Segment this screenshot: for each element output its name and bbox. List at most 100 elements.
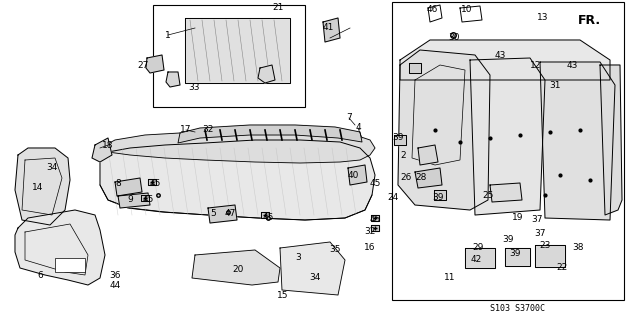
Polygon shape bbox=[192, 250, 280, 285]
Polygon shape bbox=[258, 65, 275, 83]
Text: 34: 34 bbox=[47, 164, 58, 172]
Text: 5: 5 bbox=[210, 209, 216, 218]
Text: 7: 7 bbox=[346, 114, 352, 123]
Polygon shape bbox=[428, 5, 442, 22]
Text: 45: 45 bbox=[149, 179, 161, 188]
Text: S103 S3700C: S103 S3700C bbox=[490, 304, 545, 313]
Polygon shape bbox=[178, 125, 362, 143]
Text: 33: 33 bbox=[189, 83, 200, 92]
Text: 37: 37 bbox=[534, 228, 546, 237]
Text: 18: 18 bbox=[103, 140, 114, 149]
Text: FR.: FR. bbox=[578, 14, 601, 27]
Text: 8: 8 bbox=[115, 179, 121, 188]
Text: 9: 9 bbox=[127, 196, 133, 204]
Text: 45: 45 bbox=[142, 196, 154, 204]
Text: 4: 4 bbox=[355, 124, 361, 132]
Text: 16: 16 bbox=[364, 244, 376, 252]
Text: 35: 35 bbox=[329, 245, 341, 254]
Text: 44: 44 bbox=[110, 281, 120, 290]
Polygon shape bbox=[371, 215, 379, 221]
Polygon shape bbox=[100, 140, 375, 220]
Text: 36: 36 bbox=[110, 270, 121, 279]
Text: 3: 3 bbox=[295, 253, 301, 262]
Polygon shape bbox=[415, 168, 442, 188]
Text: 37: 37 bbox=[531, 215, 543, 225]
Text: 39: 39 bbox=[509, 249, 521, 258]
Polygon shape bbox=[92, 138, 112, 162]
Text: 39: 39 bbox=[433, 194, 444, 203]
Polygon shape bbox=[394, 135, 406, 145]
Text: 1: 1 bbox=[165, 30, 171, 39]
Text: 27: 27 bbox=[138, 60, 148, 69]
Polygon shape bbox=[208, 205, 237, 223]
Polygon shape bbox=[490, 183, 522, 202]
Polygon shape bbox=[418, 145, 438, 165]
Polygon shape bbox=[505, 248, 530, 266]
Polygon shape bbox=[15, 148, 70, 225]
Text: 38: 38 bbox=[572, 244, 583, 252]
Text: 46: 46 bbox=[426, 5, 438, 14]
Text: 22: 22 bbox=[556, 263, 568, 273]
Polygon shape bbox=[600, 65, 622, 215]
Text: 21: 21 bbox=[272, 4, 283, 12]
Polygon shape bbox=[371, 225, 379, 231]
Text: 10: 10 bbox=[461, 5, 473, 14]
Bar bbox=[153, 5, 305, 107]
Text: 45: 45 bbox=[369, 179, 381, 188]
Polygon shape bbox=[470, 58, 545, 215]
Polygon shape bbox=[535, 245, 565, 267]
Polygon shape bbox=[348, 165, 367, 185]
Polygon shape bbox=[100, 131, 375, 163]
Text: 26: 26 bbox=[400, 173, 412, 182]
Text: 39: 39 bbox=[392, 133, 404, 142]
Text: 40: 40 bbox=[347, 171, 359, 180]
Text: 45: 45 bbox=[369, 215, 381, 225]
Text: 20: 20 bbox=[233, 266, 244, 275]
Text: 12: 12 bbox=[531, 60, 541, 69]
Polygon shape bbox=[166, 72, 180, 87]
Text: 45: 45 bbox=[262, 213, 274, 222]
Polygon shape bbox=[115, 178, 142, 196]
Text: 31: 31 bbox=[549, 81, 561, 90]
Bar bbox=[392, 2, 624, 300]
Text: 28: 28 bbox=[415, 173, 427, 182]
Text: 2: 2 bbox=[400, 150, 406, 159]
Polygon shape bbox=[323, 18, 340, 42]
Polygon shape bbox=[118, 193, 150, 208]
Text: 43: 43 bbox=[494, 51, 506, 60]
Polygon shape bbox=[141, 195, 149, 201]
Text: 32: 32 bbox=[203, 125, 213, 134]
Text: 17: 17 bbox=[180, 125, 192, 134]
Text: 23: 23 bbox=[540, 241, 551, 250]
Polygon shape bbox=[465, 248, 495, 268]
Polygon shape bbox=[530, 58, 546, 80]
Text: 43: 43 bbox=[566, 60, 578, 69]
Text: 6: 6 bbox=[37, 270, 43, 279]
Polygon shape bbox=[15, 210, 105, 285]
Polygon shape bbox=[400, 40, 610, 80]
Text: 14: 14 bbox=[32, 183, 44, 193]
Polygon shape bbox=[146, 55, 164, 73]
Polygon shape bbox=[398, 50, 490, 210]
Polygon shape bbox=[540, 62, 615, 220]
Text: 32: 32 bbox=[364, 228, 376, 236]
Polygon shape bbox=[409, 63, 421, 73]
Polygon shape bbox=[280, 242, 345, 295]
Text: 13: 13 bbox=[537, 13, 548, 22]
Text: 30: 30 bbox=[448, 34, 460, 43]
Text: 34: 34 bbox=[310, 274, 320, 283]
Polygon shape bbox=[185, 18, 290, 83]
Polygon shape bbox=[460, 6, 482, 22]
Text: 15: 15 bbox=[277, 291, 289, 300]
Text: 42: 42 bbox=[470, 255, 482, 265]
Text: 24: 24 bbox=[387, 194, 399, 203]
Text: 29: 29 bbox=[472, 244, 483, 252]
Text: 25: 25 bbox=[482, 190, 494, 199]
Text: 11: 11 bbox=[444, 274, 455, 283]
Polygon shape bbox=[261, 212, 269, 218]
Text: 41: 41 bbox=[322, 23, 334, 33]
Bar bbox=[55, 258, 85, 272]
Text: 39: 39 bbox=[502, 236, 514, 244]
Text: 19: 19 bbox=[512, 213, 524, 222]
Polygon shape bbox=[434, 190, 446, 200]
